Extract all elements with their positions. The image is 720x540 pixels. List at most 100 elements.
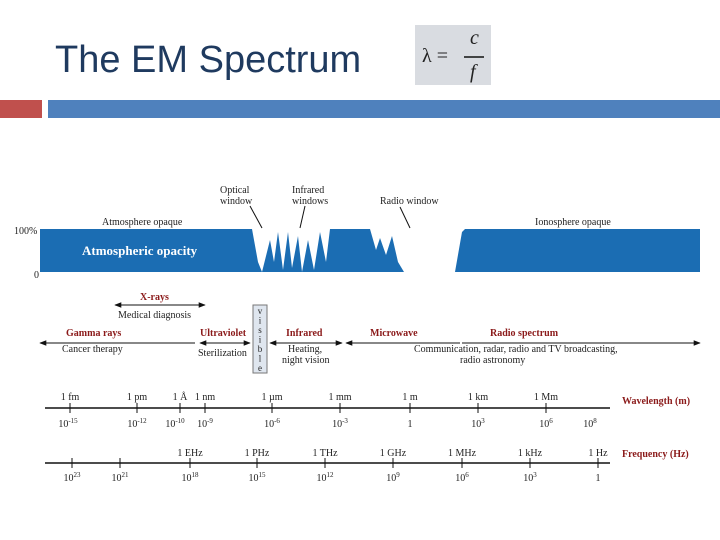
radio-window-label: Radio window [380,196,439,207]
formula-lhs: λ = [422,45,448,67]
power-exponent: 15 [259,471,267,479]
formula-numerator: c [470,27,479,49]
unit-label: 1 MHz [448,448,477,459]
power-base: 10 [112,473,122,484]
unit-label: 1 EHz [177,448,203,459]
label-line: Communication, radar, radio and TV broad… [414,344,618,355]
power-base: 10 [317,473,327,484]
power-label: 1018 [182,471,200,484]
accent-bar [48,100,720,118]
power-base: 10 [264,419,274,430]
opacity-label: Atmospheric opacity [82,243,198,258]
power-base: 10 [471,419,481,430]
power-base: 10 [386,473,396,484]
visible-letter: s [258,325,262,335]
visible-letter: b [258,344,263,354]
uv-label: Ultraviolet [200,328,247,339]
power-label: 10-6 [264,417,280,430]
power-base: 10 [249,473,259,484]
optical-ir-window [252,229,330,272]
unit-label: 1 GHz [380,448,407,459]
unit-label: 1 fm [61,392,80,403]
unit-label: 1 Hz [588,448,608,459]
power-exponent: 8 [593,417,597,425]
power-base: 10 [165,419,175,430]
unit-label: 1 mm [328,392,351,403]
power-exponent: -15 [68,417,78,425]
power-label: 103 [523,471,537,484]
power-base: 1 [596,473,601,484]
frequency-title: Frequency (Hz) [622,449,689,460]
atmosphere-opaque: Atmosphere opaque [102,217,183,228]
power-label: 10-15 [58,417,78,430]
label-line: Optical [220,185,250,196]
label-line: window [220,196,253,207]
power-exponent: 12 [327,471,335,479]
ionosphere-opaque: Ionosphere opaque [535,217,611,228]
visible-letter: l [259,354,262,364]
power-exponent: -12 [137,417,147,425]
power-label: 10-9 [197,417,213,430]
communication-label: Communication, radar, radio and TV broad… [414,344,618,366]
opacity-band [40,229,700,272]
visible-letter: e [258,363,262,373]
power-label: 1023 [64,471,82,484]
power-label: 109 [386,471,400,484]
gamma-label: Gamma rays [66,328,121,339]
accent-red [0,100,42,118]
label-line: windows [292,196,328,207]
medical-label: Medical diagnosis [118,310,191,321]
power-base: 10 [539,419,549,430]
power-exponent: -6 [274,417,280,425]
power-exponent: 3 [533,471,537,479]
sterilization-label: Sterilization [198,348,247,359]
microwave-label: Microwave [370,328,418,339]
pointer [249,205,263,229]
power-base: 10 [64,473,74,484]
unit-label: 1 THz [312,448,338,459]
radio-window [370,229,465,272]
visible-letter: i [259,316,262,326]
unit-label: 1 PHz [245,448,270,459]
label-line: Heating, [288,344,322,355]
power-exponent: 18 [192,471,200,479]
power-exponent: 6 [465,471,469,479]
label-line: radio astronomy [460,355,525,366]
power-base: 10 [127,419,137,430]
optical-window-label: Optical window [220,185,253,207]
power-base: 1 [408,419,413,430]
power-label: 106 [455,471,469,484]
unit-label: 1 Å [173,391,189,403]
power-base: 10 [197,419,207,430]
power-exponent: 6 [549,417,553,425]
unit-label: 1 m [402,392,418,403]
power-base: 10 [523,473,533,484]
power-exponent: 3 [481,417,485,425]
visible-letter: i [259,335,262,345]
power-base: 10 [182,473,192,484]
power-label: 1 [408,419,413,430]
formula-box [415,25,491,85]
power-label: 108 [583,417,597,430]
power-label: 10-3 [332,417,348,430]
unit-label: 1 µm [261,392,282,403]
wavelength-title: Wavelength (m) [622,396,690,407]
visible-strip [252,304,268,374]
pointer [399,206,411,229]
unit-label: 1 km [468,392,489,403]
slide-title: The EM Spectrum [55,39,361,81]
radio-label: Radio spectrum [490,328,559,339]
unit-label: 1 nm [195,392,216,403]
power-exponent: -10 [175,417,185,425]
power-base: 10 [455,473,465,484]
unit-label: 1 Mm [534,392,558,403]
power-exponent: 9 [396,471,400,479]
power-label: 103 [471,417,485,430]
power-base: 10 [58,419,68,430]
power-label: 106 [539,417,553,430]
label-line: night vision [282,355,330,366]
visible-letter: v [258,306,263,316]
